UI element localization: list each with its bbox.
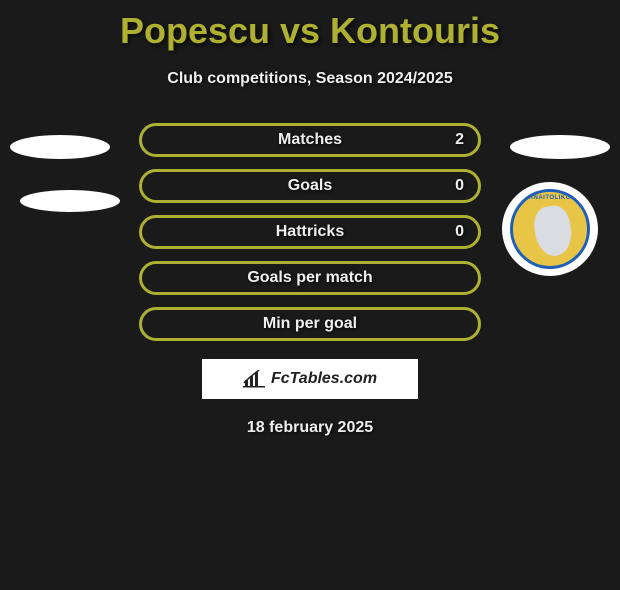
stat-row-goals: Goals 0: [139, 169, 481, 203]
stat-label: Matches: [278, 131, 342, 149]
comparison-subtitle: Club competitions, Season 2024/2025: [0, 70, 620, 88]
stat-value-right: 0: [455, 223, 464, 241]
stat-row-min-per-goal: Min per goal: [139, 307, 481, 341]
comparison-title: Popescu vs Kontouris: [0, 10, 620, 52]
club-badge-text: PANAITOLIKOS: [513, 195, 587, 201]
stat-label: Hattricks: [276, 223, 344, 241]
source-logo-text: FcTables.com: [271, 370, 377, 388]
stat-row-matches: Matches 2: [139, 123, 481, 157]
stat-value-right: 0: [455, 177, 464, 195]
right-player-placeholder: [510, 135, 610, 159]
left-player-placeholder-2: [20, 190, 120, 212]
left-player-placeholder-1: [10, 135, 110, 159]
stat-label: Goals: [288, 177, 332, 195]
stat-row-goals-per-match: Goals per match: [139, 261, 481, 295]
source-logo: FcTables.com: [202, 359, 418, 399]
stat-value-right: 2: [455, 131, 464, 149]
stat-label: Goals per match: [247, 269, 372, 287]
bar-chart-icon: [243, 370, 265, 388]
stat-label: Min per goal: [263, 315, 357, 333]
snapshot-date: 18 february 2025: [0, 419, 620, 437]
right-club-badge: PANAITOLIKOS: [502, 182, 598, 276]
stat-row-hattricks: Hattricks 0: [139, 215, 481, 249]
